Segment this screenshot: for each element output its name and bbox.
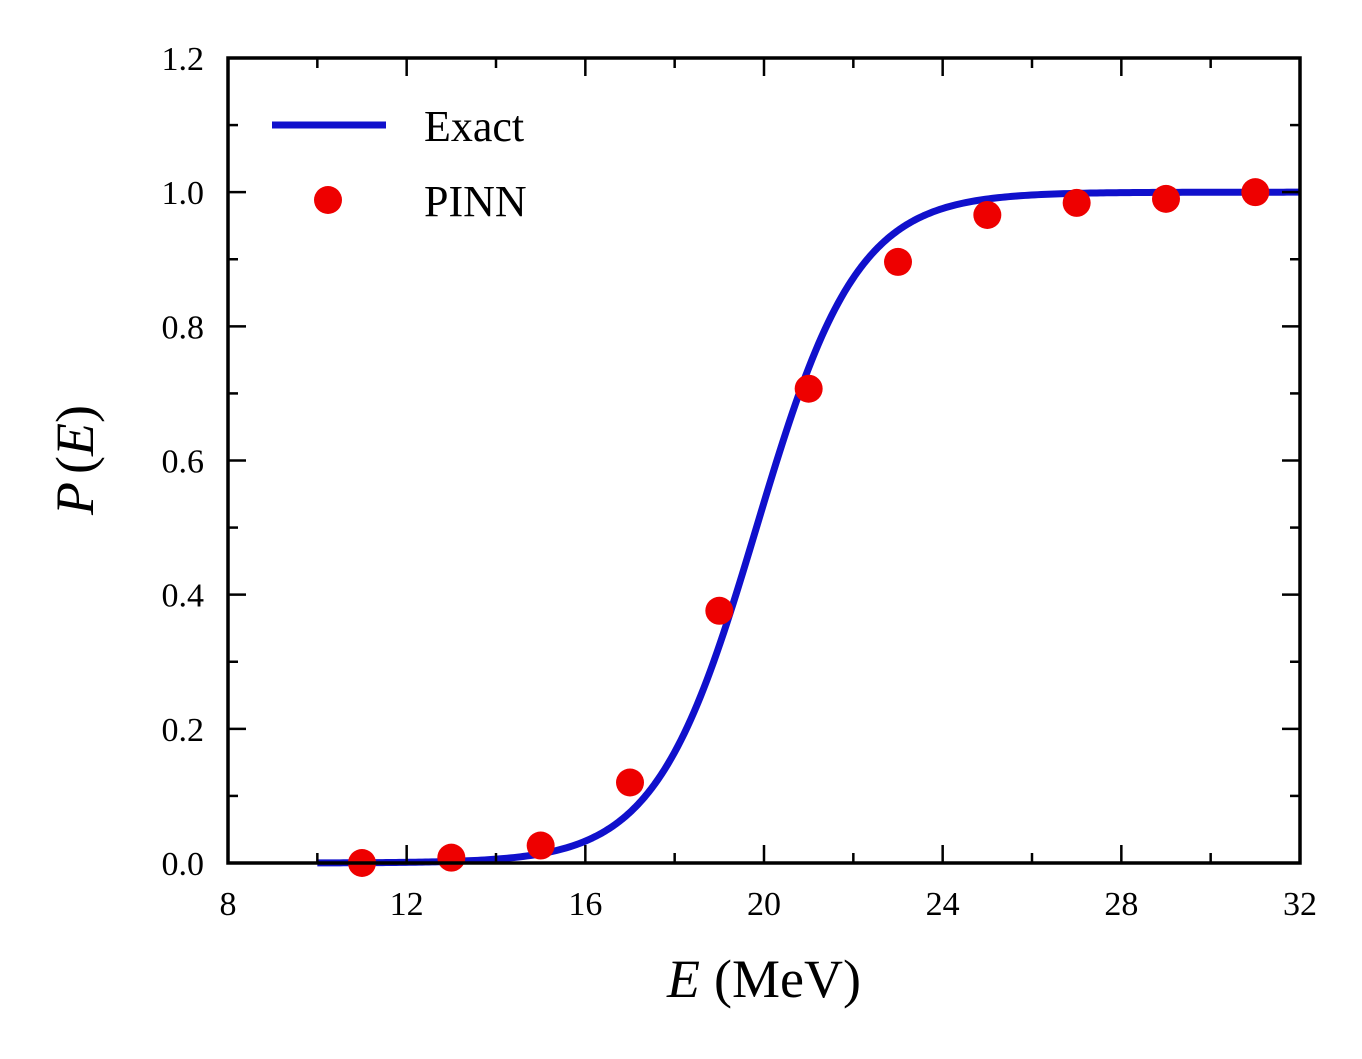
pinn-point (794, 374, 823, 403)
pinn-point (1241, 178, 1270, 207)
pinn-point (705, 596, 734, 625)
x-tick-label: 16 (568, 886, 602, 923)
x-tick-label: 20 (747, 886, 781, 923)
y-tick-label: 0.0 (162, 846, 205, 883)
pinn-point (1152, 184, 1180, 213)
x-tick-label: 32 (1283, 886, 1317, 923)
legend-label-pinn: PINN (424, 177, 527, 226)
x-axis-variable: E (666, 949, 700, 1009)
legend: Exact PINN (272, 102, 527, 226)
y-tick-label: 1.0 (162, 175, 205, 212)
pinn-point (884, 247, 912, 276)
plot-frame (226, 56, 1302, 865)
y-axis-close-paren: ) (45, 405, 105, 423)
x-tick-label: 8 (220, 886, 237, 923)
legend-label-exact: Exact (424, 102, 524, 151)
x-tick-label: 28 (1104, 886, 1138, 923)
y-tick-label: 0.8 (162, 309, 205, 346)
y-tick-label: 0.4 (162, 578, 205, 615)
pinn-point (1062, 188, 1091, 217)
x-axis-unit: (MeV) (714, 949, 861, 1009)
x-tick-label: 12 (390, 886, 424, 923)
pinn-point (616, 768, 644, 797)
y-tick-label: 1.2 (162, 41, 205, 78)
y-tick-label: 0.6 (162, 444, 205, 481)
y-tick-label: 0.2 (162, 712, 205, 749)
legend-marker-swatch (314, 186, 342, 214)
pinn-point (526, 831, 555, 860)
pinn-point (973, 200, 1002, 229)
x-tick-label: 24 (926, 886, 960, 923)
y-axis-function: P (45, 482, 105, 516)
y-axis-label: P (E) (45, 405, 105, 516)
x-axis-label: E (MeV) (666, 949, 861, 1009)
marks-layer (317, 178, 1301, 877)
y-axis-open-paren: ( (45, 456, 105, 474)
y-axis-variable: E (45, 423, 105, 457)
pinn-point (437, 843, 466, 872)
ticks-layer: 8 12 16 20 24 28 32 0.0 0.2 0.4 0.6 0.8 1.0 1.2 (162, 41, 1318, 923)
exact-curve (317, 188, 1301, 867)
